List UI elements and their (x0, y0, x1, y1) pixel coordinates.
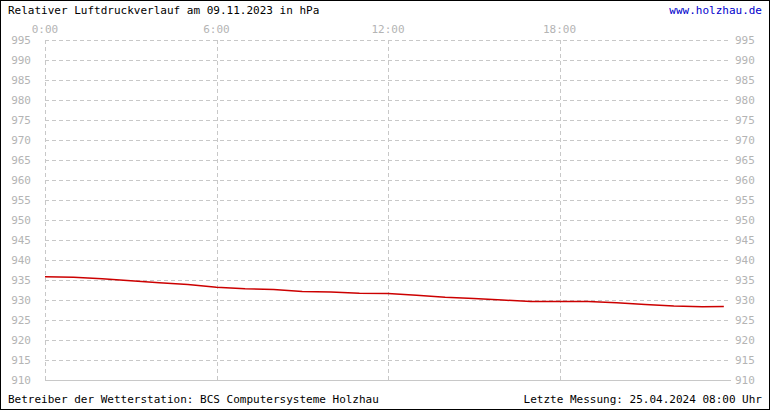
grid-line (560, 40, 561, 380)
x-axis (45, 380, 731, 381)
grid-line (45, 100, 731, 101)
y-tick-label: 990 (735, 54, 755, 67)
y-tick-label: 980 (735, 94, 755, 107)
y-tick-label: 995 (735, 34, 755, 47)
y-tick-label: 965 (735, 154, 755, 167)
grid-line (45, 340, 731, 341)
x-tick-label: 12:00 (371, 23, 404, 36)
y-tick-label: 940 (11, 254, 31, 267)
grid-line (388, 40, 389, 380)
y-tick-label: 920 (11, 334, 31, 347)
grid-line (45, 240, 731, 241)
y-tick-label: 945 (11, 234, 31, 247)
chart: Relativer Luftdruckverlauf am 09.11.2023… (0, 0, 770, 410)
frame (1, 1, 770, 410)
y-tick-label: 935 (11, 274, 31, 287)
y-tick-label: 925 (11, 314, 31, 327)
y-tick-label: 925 (735, 314, 755, 327)
y-tick-label: 975 (11, 114, 31, 127)
title: Relativer Luftdruckverlauf am 09.11.2023… (8, 4, 319, 17)
y-tick-label: 970 (11, 134, 31, 147)
y-tick-label: 945 (735, 234, 755, 247)
y-tick-label: 930 (11, 294, 31, 307)
footer-right: Letzte Messung: 25.04.2024 08:00 Uhr (524, 393, 763, 406)
y-tick-label: 955 (11, 194, 31, 207)
y-tick-label: 940 (735, 254, 755, 267)
y-tick-label: 910 (11, 374, 31, 387)
y-tick-label: 935 (735, 274, 755, 287)
y-tick-label: 910 (735, 374, 755, 387)
y-tick-label: 995 (11, 34, 31, 47)
grid-line (45, 40, 46, 380)
x-tick-label: 6:00 (203, 23, 230, 36)
y-tick-label: 980 (11, 94, 31, 107)
y-tick-label: 975 (735, 114, 755, 127)
y-tick-label: 960 (735, 174, 755, 187)
grid-line (45, 380, 731, 381)
y-tick-label: 950 (11, 214, 31, 227)
footer-left: Betreiber der Wetterstation: BCS Compute… (8, 393, 379, 406)
grid-line (217, 40, 218, 380)
y-tick-label: 955 (735, 194, 755, 207)
plot (45, 277, 724, 307)
y-tick-label: 985 (11, 74, 31, 87)
grid-line (45, 80, 731, 81)
y-tick-label: 920 (735, 334, 755, 347)
grid-line (45, 360, 731, 361)
y-tick-label: 990 (11, 54, 31, 67)
y-tick-label: 970 (735, 134, 755, 147)
y-tick-label: 985 (735, 74, 755, 87)
grid-line (45, 200, 731, 201)
x-tick-label: 18:00 (543, 23, 576, 36)
x-tick-label: 0:00 (32, 23, 59, 36)
y-tick-label: 915 (11, 354, 31, 367)
y-tick-label: 915 (735, 354, 755, 367)
y-tick-label: 930 (735, 294, 755, 307)
y-tick-label: 950 (735, 214, 755, 227)
grid-line (45, 220, 731, 221)
pressure-line (45, 277, 724, 307)
y-tick-label: 960 (11, 174, 31, 187)
grid-line (45, 60, 731, 61)
y-tick-label: 965 (11, 154, 31, 167)
source[interactable]: www.holzhau.de (669, 4, 762, 17)
